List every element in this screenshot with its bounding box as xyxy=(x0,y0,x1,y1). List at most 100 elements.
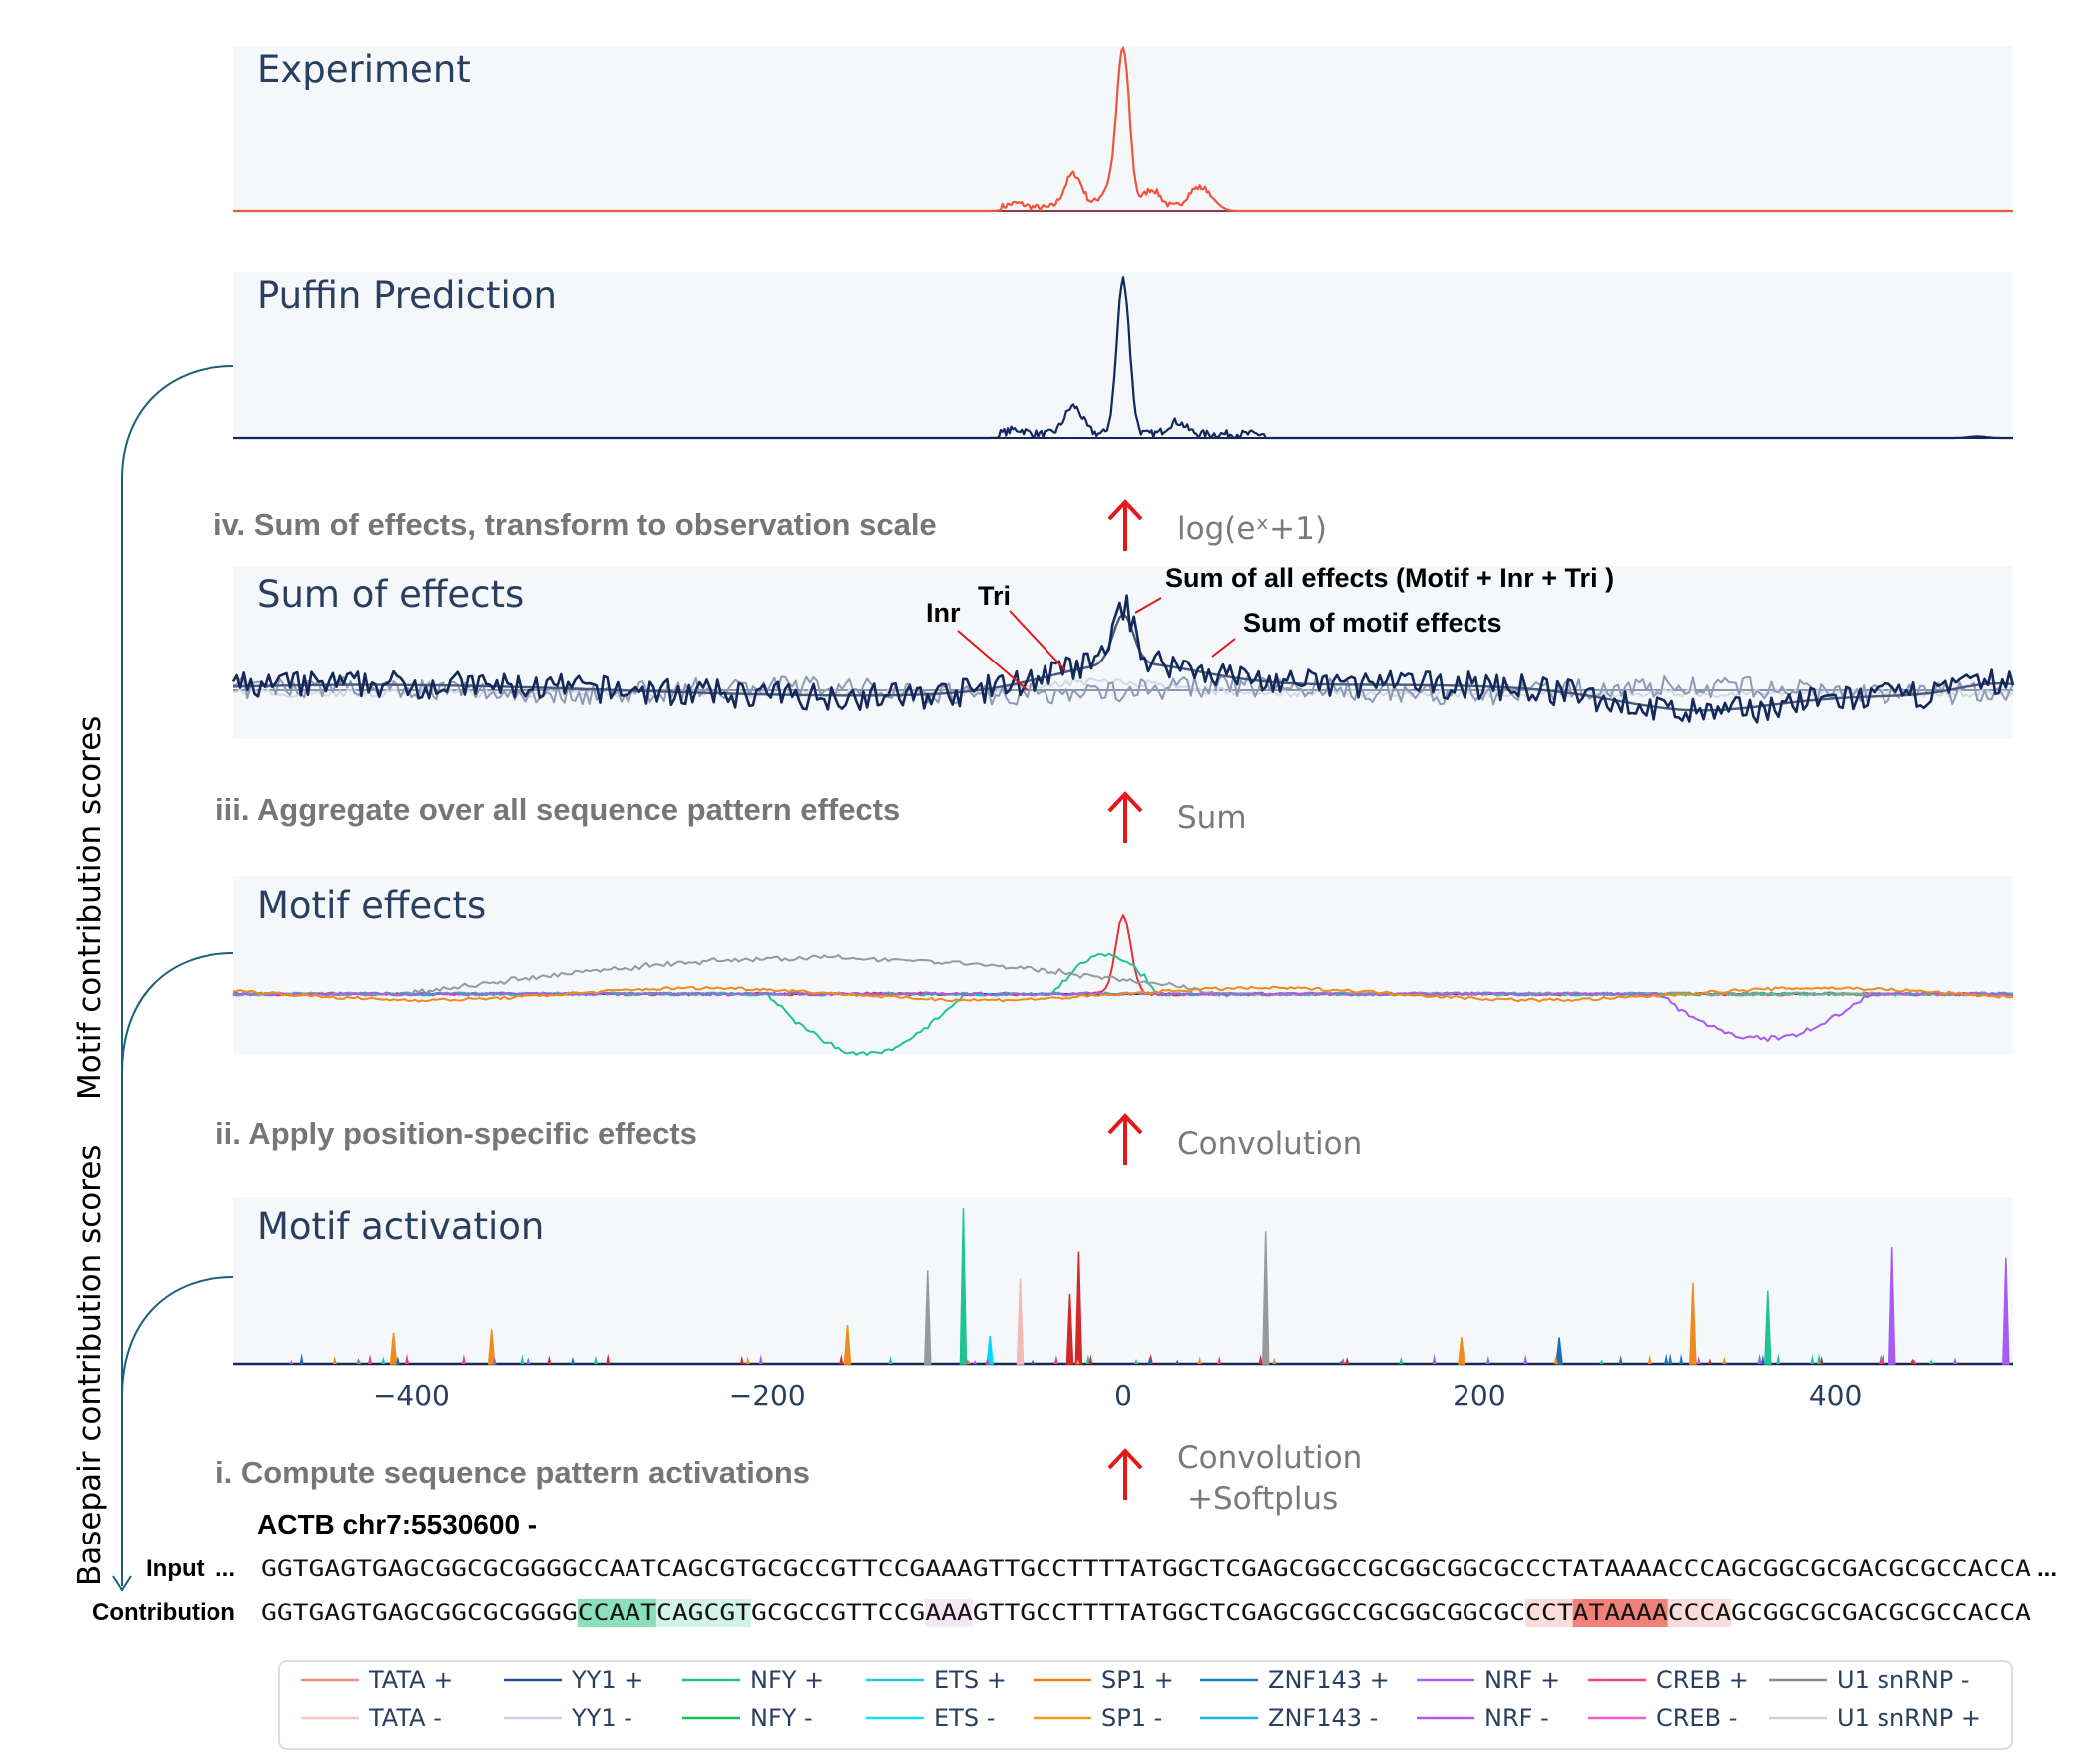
op-log-label: log(eˣ+1) xyxy=(1177,511,1327,547)
activation-spike xyxy=(986,1335,995,1365)
input-trailing-dots: ... xyxy=(2037,1555,2057,1582)
bracket-arrowhead xyxy=(112,1575,132,1592)
annotation-sum-all: Sum of all effects (Motif + Inr + Tri ) xyxy=(1165,563,1614,593)
activation-spike xyxy=(520,1354,525,1364)
experiment-line xyxy=(233,46,2013,213)
activation-spike xyxy=(1689,1282,1697,1365)
activation-spike xyxy=(1261,1231,1270,1365)
legend-item: SP1 + xyxy=(1101,1666,1174,1694)
activation-spike xyxy=(1217,1356,1222,1364)
activation-spike xyxy=(405,1353,410,1364)
motif-line-4 xyxy=(232,991,2014,1043)
activation-spike xyxy=(1599,1359,1604,1364)
arrow-up-icon xyxy=(1107,791,1143,843)
activation-spike xyxy=(1555,1337,1563,1365)
activation-spike xyxy=(487,1329,496,1365)
x-tick-label: −200 xyxy=(729,1379,806,1412)
activation-spike xyxy=(492,1356,497,1364)
activation-spike xyxy=(1085,1353,1090,1364)
x-tick-label: −400 xyxy=(373,1379,450,1412)
legend-item: YY1 - xyxy=(571,1704,632,1732)
panel-title-experiment: Experiment xyxy=(257,48,471,91)
motif-line-3 xyxy=(232,954,2014,998)
activation-spike xyxy=(839,1353,844,1364)
legend-item: CREB - xyxy=(1656,1704,1737,1732)
arrow-up-icon xyxy=(1107,499,1143,551)
x-axis-ticks: −400 −200 0 200 400 xyxy=(373,1379,1862,1412)
activation-spike xyxy=(1757,1353,1762,1364)
legend-item: YY1 + xyxy=(571,1666,643,1694)
activation-spike xyxy=(923,1270,932,1365)
activation-spike xyxy=(547,1355,552,1364)
contribution-highlight xyxy=(1667,1599,1732,1627)
annotation-tri: Tri xyxy=(978,581,1011,611)
panel-bg-motif-activation xyxy=(233,1197,2013,1365)
activation-spike xyxy=(461,1354,466,1364)
activation-spike xyxy=(381,1356,386,1364)
arrow-up-icon xyxy=(1107,1448,1143,1500)
activation-spike xyxy=(606,1353,611,1364)
activation-spike xyxy=(1175,1359,1180,1364)
panel-bg-experiment xyxy=(233,46,2013,214)
panel-bg-motif-effects xyxy=(233,876,2013,1054)
activation-spike xyxy=(395,1356,400,1364)
activation-spike xyxy=(389,1332,398,1365)
step-i-label: i. Compute sequence pattern activations xyxy=(215,1455,810,1490)
annotation-sum-motif: Sum of motif effects xyxy=(1243,608,1502,638)
experiment-series xyxy=(233,46,2013,213)
activation-spike xyxy=(1887,1246,1896,1365)
activation-spike xyxy=(1952,1357,1957,1364)
activation-spike xyxy=(1664,1353,1669,1364)
legend-item: U1 snRNP + xyxy=(1837,1704,1981,1732)
activation-spike xyxy=(758,1354,763,1364)
activation-spike xyxy=(1816,1353,1821,1364)
activation-spike xyxy=(1053,1354,1058,1364)
legend-item: ZNF143 - xyxy=(1268,1704,1378,1732)
contribution-highlight xyxy=(925,1599,973,1627)
contribution-highlight xyxy=(1572,1599,1668,1627)
all-effects-line xyxy=(231,594,2015,724)
activation-spike xyxy=(2002,1257,2010,1365)
sum-series xyxy=(231,594,2015,724)
activation-spike xyxy=(1696,1356,1701,1364)
contribution-highlight xyxy=(655,1599,752,1627)
x-tick-label: 400 xyxy=(1809,1379,1862,1412)
legend-item: ETS + xyxy=(934,1666,1007,1694)
op-convolution-label: Convolution xyxy=(1177,1126,1362,1162)
activation-spike xyxy=(1339,1360,1344,1364)
activation-spike xyxy=(1929,1359,1934,1364)
activation-spike xyxy=(1272,1357,1277,1364)
activation-spike xyxy=(739,1355,744,1364)
step-ii-label: ii. Apply position-specific effects xyxy=(215,1116,697,1151)
input-label: Input xyxy=(146,1555,205,1582)
activation-spike xyxy=(1668,1353,1673,1364)
legend-item: NFY + xyxy=(750,1666,824,1694)
legend-item: ETS - xyxy=(934,1704,995,1732)
panel-bg-puffin xyxy=(233,272,2013,440)
op-convolution-2-label: Convolution xyxy=(1177,1440,1362,1476)
bracket-puffin xyxy=(121,365,234,1586)
activation-spike xyxy=(1197,1356,1202,1364)
activation-spike xyxy=(888,1355,893,1364)
activation-spike xyxy=(1523,1354,1528,1364)
side-label-motif: Motif contribution scores xyxy=(72,716,108,1100)
activation-spike xyxy=(1707,1358,1712,1364)
activation-spike xyxy=(1879,1355,1884,1364)
bracket-motif-activation xyxy=(121,1276,234,1398)
activation-spike xyxy=(1618,1354,1623,1364)
x-tick-label: 0 xyxy=(1114,1379,1132,1412)
annotation-line-tri xyxy=(1009,610,1066,671)
legend-item: NRF + xyxy=(1484,1666,1560,1694)
motif-activation-spikes xyxy=(289,1207,2010,1365)
annotation-line-inr xyxy=(957,630,1029,691)
activation-spike xyxy=(1065,1293,1074,1365)
activation-spike xyxy=(1722,1356,1727,1364)
activation-spike xyxy=(1088,1354,1093,1364)
activation-spike xyxy=(1764,1290,1772,1365)
activation-spike xyxy=(1016,1278,1025,1365)
activation-spike xyxy=(745,1356,750,1364)
legend-item: SP1 - xyxy=(1101,1704,1162,1732)
contribution-highlight xyxy=(577,1599,656,1627)
activation-spike xyxy=(332,1356,337,1364)
